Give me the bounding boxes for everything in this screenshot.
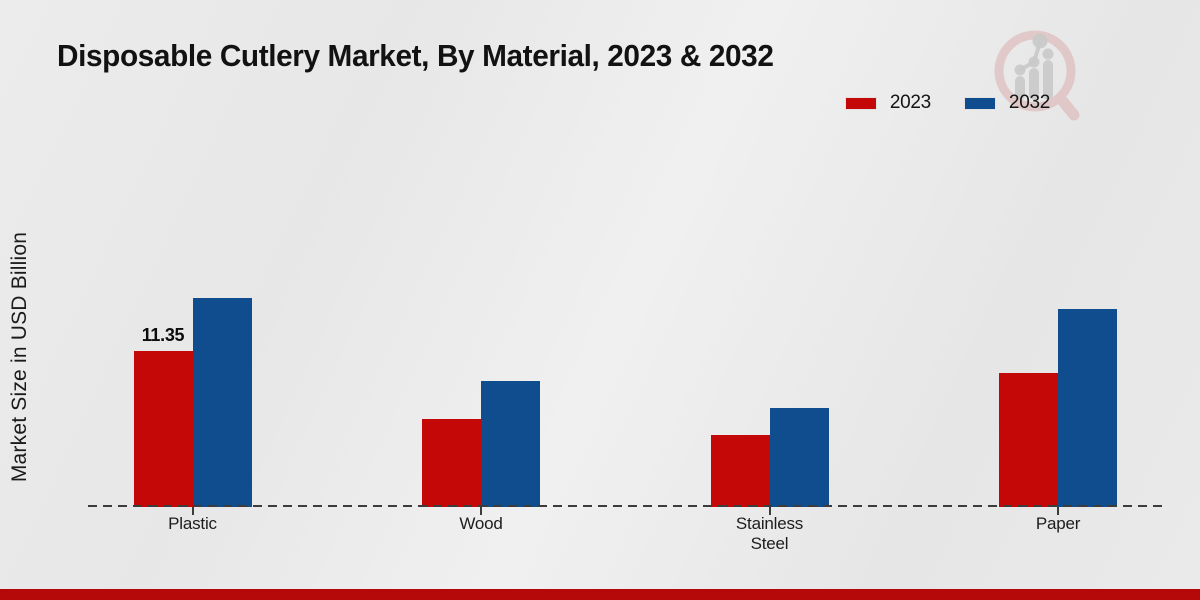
bar-2023-wood — [422, 419, 481, 507]
x-axis-category-label: Wood — [459, 514, 503, 533]
legend-swatch-2023 — [844, 96, 877, 110]
bar-group-paper — [999, 309, 1117, 507]
bar-2023-plastic: 11.35 — [133, 325, 193, 507]
data-label-2023-plastic: 11.35 — [141, 325, 185, 345]
x-axis-tick — [768, 507, 771, 515]
footer-accent-band — [0, 589, 1200, 600]
legend-swatch-2032 — [963, 96, 996, 110]
x-axis-category-label: Stainless Steel — [735, 514, 804, 553]
bar-2032-stainless-steel — [769, 408, 829, 507]
bar-2023-paper — [999, 373, 1058, 507]
x-axis-tick — [480, 507, 482, 515]
bar-2032-paper — [1058, 309, 1117, 507]
bar-group-plastic: 11.35 — [133, 298, 252, 507]
x-axis-baseline — [88, 505, 1163, 507]
x-axis-tick — [1057, 507, 1059, 515]
legend-item-2032: 2032 — [963, 92, 1050, 114]
bar-2023-stainless-steel — [710, 435, 770, 507]
x-axis-category-label: Plastic — [168, 514, 217, 533]
x-axis-tick — [191, 507, 194, 515]
magnifier-growth-chart-icon — [994, 30, 1080, 121]
bar-group-wood — [422, 381, 540, 507]
bar-2032-wood — [481, 381, 540, 507]
chart-title: Disposable Cutlery Market, By Material, … — [57, 38, 774, 73]
legend-item-2023: 2023 — [844, 92, 931, 114]
legend-label-2023: 2023 — [889, 92, 931, 113]
x-axis-category-label: Paper — [1035, 514, 1081, 533]
chart-legend: 2023 2032 — [844, 92, 1050, 114]
bar-2032-plastic — [192, 298, 252, 507]
bar-group-stainless-steel — [710, 408, 829, 507]
legend-label-2032: 2032 — [1008, 92, 1050, 113]
